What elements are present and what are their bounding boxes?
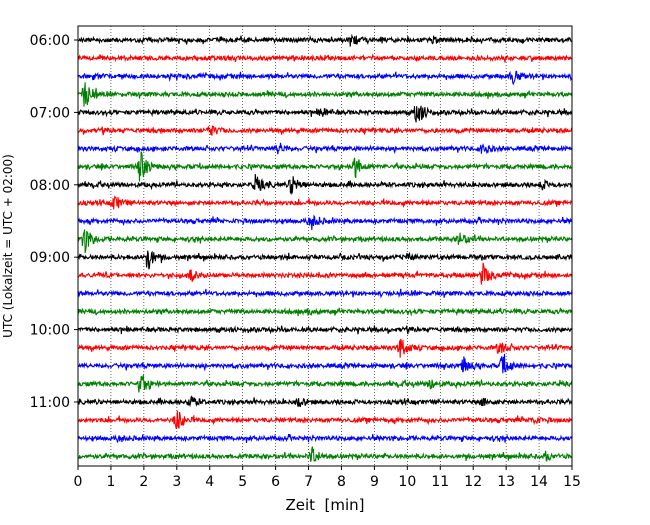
y-tick-label: 06:00 bbox=[30, 33, 70, 49]
y-tick-label: 11:00 bbox=[30, 395, 70, 411]
seismogram-trace bbox=[77, 433, 573, 443]
x-tick-label: 4 bbox=[205, 474, 214, 490]
x-tick-label: 12 bbox=[464, 474, 482, 490]
seismogram-trace bbox=[77, 33, 573, 47]
seismogram-trace bbox=[77, 446, 573, 463]
x-tick-label: 3 bbox=[172, 474, 181, 490]
x-tick-label: 10 bbox=[398, 474, 416, 490]
seismogram-trace bbox=[77, 353, 573, 374]
x-axis-label: Zeit [min] bbox=[285, 496, 364, 514]
x-tick-label: 15 bbox=[563, 474, 581, 490]
x-tick-label: 7 bbox=[304, 474, 313, 490]
seismogram-trace bbox=[77, 151, 573, 182]
seismogram-trace bbox=[77, 229, 573, 253]
x-tick-label: 2 bbox=[139, 474, 148, 490]
seismogram-trace bbox=[77, 195, 573, 210]
x-tick-label: 1 bbox=[106, 474, 115, 490]
seismogram-trace bbox=[77, 82, 573, 107]
seismogram-trace bbox=[77, 214, 573, 231]
trace-layer bbox=[77, 33, 573, 463]
x-tick-label: 0 bbox=[74, 474, 83, 490]
seismogram-trace bbox=[77, 105, 573, 123]
grid-layer bbox=[110, 26, 540, 466]
seismogram-trace bbox=[77, 53, 573, 63]
seismogram-trace bbox=[77, 125, 573, 136]
y-tick-label: 10:00 bbox=[30, 323, 70, 339]
x-tick-label: 5 bbox=[238, 474, 247, 490]
x-tick-label: 11 bbox=[431, 474, 449, 490]
seismogram-trace bbox=[77, 173, 573, 196]
y-axis-ticks: 06:00 07:00 08:00 09:00 10:00 11:00 bbox=[30, 33, 78, 411]
y-tick-label: 07:00 bbox=[30, 105, 70, 121]
x-tick-label: 14 bbox=[530, 474, 548, 490]
seismogram-trace bbox=[77, 70, 573, 86]
seismogram-trace bbox=[78, 262, 573, 285]
x-tick-label: 8 bbox=[337, 474, 346, 490]
seismogram-trace bbox=[77, 338, 573, 358]
seismogram-trace bbox=[77, 325, 573, 335]
y-tick-label: 09:00 bbox=[30, 250, 70, 266]
seismogram-trace bbox=[77, 288, 573, 299]
x-tick-label: 6 bbox=[271, 474, 280, 490]
seismogram-trace bbox=[77, 410, 573, 430]
seismogram-trace bbox=[77, 395, 573, 408]
seismogram-trace bbox=[77, 250, 573, 270]
seismogram-trace bbox=[77, 307, 573, 317]
x-tick-label: 9 bbox=[370, 474, 379, 490]
x-tick-label: 13 bbox=[497, 474, 515, 490]
y-tick-label: 08:00 bbox=[30, 178, 70, 194]
seismogram-trace bbox=[77, 373, 573, 393]
y-axis-label: UTC (Lokalzeit = UTC + 02:00) bbox=[1, 154, 15, 338]
plot-frame bbox=[77, 25, 573, 467]
x-axis-ticks: 0 1 2 3 4 5 6 7 8 9 10 11 12 13 14 15 bbox=[74, 466, 581, 490]
seismogram-trace bbox=[77, 142, 573, 155]
